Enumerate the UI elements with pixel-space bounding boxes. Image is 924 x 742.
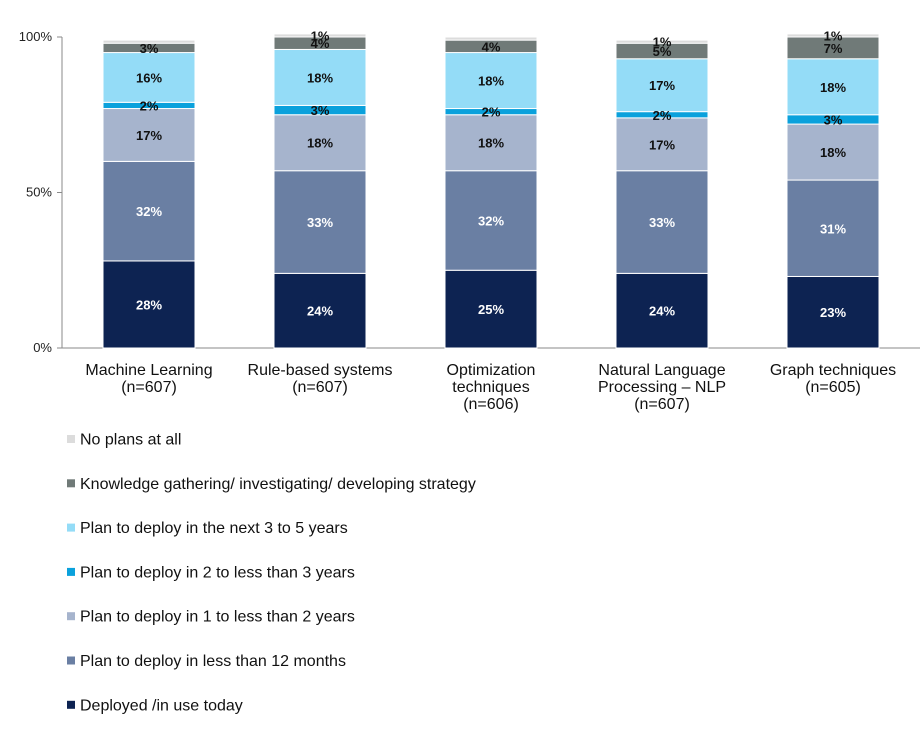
bar-segment — [615, 170, 709, 274]
bar-segment — [786, 58, 880, 116]
legend: No plans at all Knowledge gathering/ inve… — [67, 432, 476, 714]
legend-swatch — [67, 479, 75, 488]
data-label: 7% — [824, 41, 843, 56]
legend-label: Deployed /in use today — [80, 697, 243, 714]
bar-segment — [444, 170, 538, 271]
x-tick-label: Rule-based systems — [248, 362, 393, 379]
x-tick-label: Processing – NLP — [598, 379, 726, 396]
x-tick-label: Natural Language — [598, 362, 725, 379]
legend-label: Plan to deploy in 1 to less than 2 years — [80, 609, 355, 626]
x-tick-label: (n=606) — [463, 396, 519, 413]
legend-label: No plans at all — [80, 432, 181, 449]
data-label: 2% — [482, 105, 501, 120]
x-tick-label: Graph techniques — [770, 362, 896, 379]
bar-segment — [273, 272, 367, 349]
bar-segment — [615, 117, 709, 172]
bar-segment — [102, 52, 196, 103]
data-label: 18% — [820, 145, 846, 160]
data-label: 24% — [307, 304, 333, 319]
legend-swatch — [67, 523, 75, 532]
legend-swatch — [67, 567, 75, 576]
legend-swatch — [67, 656, 75, 665]
data-label: 4% — [311, 36, 330, 51]
bar-segment — [615, 58, 709, 113]
data-label: 18% — [307, 136, 333, 151]
data-label: 2% — [653, 108, 672, 123]
axis-layer: 0% 50% 100% — [19, 29, 920, 355]
data-label: 23% — [820, 305, 846, 320]
bar-segment — [102, 39, 196, 44]
legend-label: Plan to deploy in less than 12 months — [80, 653, 346, 670]
data-label: 5% — [653, 44, 672, 59]
data-label: 4% — [482, 39, 501, 54]
data-label: 1% — [311, 28, 330, 43]
bar-segment — [273, 170, 367, 274]
y-tick-label: 0% — [33, 340, 52, 355]
data-label: 17% — [136, 128, 162, 143]
data-label: 3% — [311, 103, 330, 118]
legend-label: Plan to deploy in the next 3 to 5 years — [80, 520, 348, 537]
data-label: 18% — [307, 70, 333, 85]
bar-segment — [444, 36, 538, 41]
data-label: 33% — [307, 215, 333, 230]
x-tick-label: (n=607) — [292, 379, 348, 396]
data-label: 17% — [649, 78, 675, 93]
bar-segment — [273, 33, 367, 38]
legend-label: Knowledge gathering/ investigating/ deve… — [80, 476, 476, 493]
data-label: 18% — [820, 80, 846, 95]
data-label: 18% — [478, 74, 504, 89]
y-tick-label: 100% — [19, 29, 53, 44]
legend-label: Plan to deploy in 2 to less than 3 years — [80, 564, 355, 581]
x-tick-label: (n=605) — [805, 379, 861, 396]
x-tick-label: (n=607) — [121, 379, 177, 396]
x-tick-label: Machine Learning — [85, 362, 212, 379]
data-label: 25% — [478, 302, 504, 317]
bar-segment — [786, 275, 880, 349]
bar-segment — [786, 33, 880, 38]
data-label: 18% — [478, 136, 504, 151]
legend-swatch — [67, 612, 75, 621]
legend-swatch — [67, 435, 75, 443]
x-tick-label: Optimization — [447, 362, 536, 379]
data-label: 32% — [478, 213, 504, 228]
data-label: 28% — [136, 297, 162, 312]
data-label: 24% — [649, 304, 675, 319]
bars-layer: 28%32%17%2%16%3%24%33%18%3%18%4%1%25%32%… — [102, 28, 880, 349]
data-label: 31% — [820, 221, 846, 236]
data-label: 16% — [136, 70, 162, 85]
category-labels: Machine Learning(n=607)Rule-based system… — [85, 362, 896, 413]
data-label: 17% — [649, 137, 675, 152]
bar-segment — [444, 269, 538, 349]
bar-segment — [615, 39, 709, 44]
data-label: 1% — [824, 28, 843, 43]
data-label: 2% — [140, 98, 159, 113]
y-tick-label: 50% — [26, 185, 52, 200]
data-label: 1% — [653, 35, 672, 50]
bar-segment — [273, 48, 367, 106]
x-tick-label: (n=607) — [634, 396, 690, 413]
bar-segment — [444, 52, 538, 110]
x-tick-label: techniques — [452, 379, 529, 396]
bar-segment — [615, 272, 709, 349]
bar-segment — [102, 160, 196, 262]
data-label: 33% — [649, 215, 675, 230]
bar-segment — [786, 179, 880, 277]
bar-segment — [102, 108, 196, 162]
data-label: 3% — [824, 112, 843, 127]
legend-swatch — [67, 700, 75, 709]
data-label: 32% — [136, 204, 162, 219]
data-label: 3% — [140, 41, 159, 56]
